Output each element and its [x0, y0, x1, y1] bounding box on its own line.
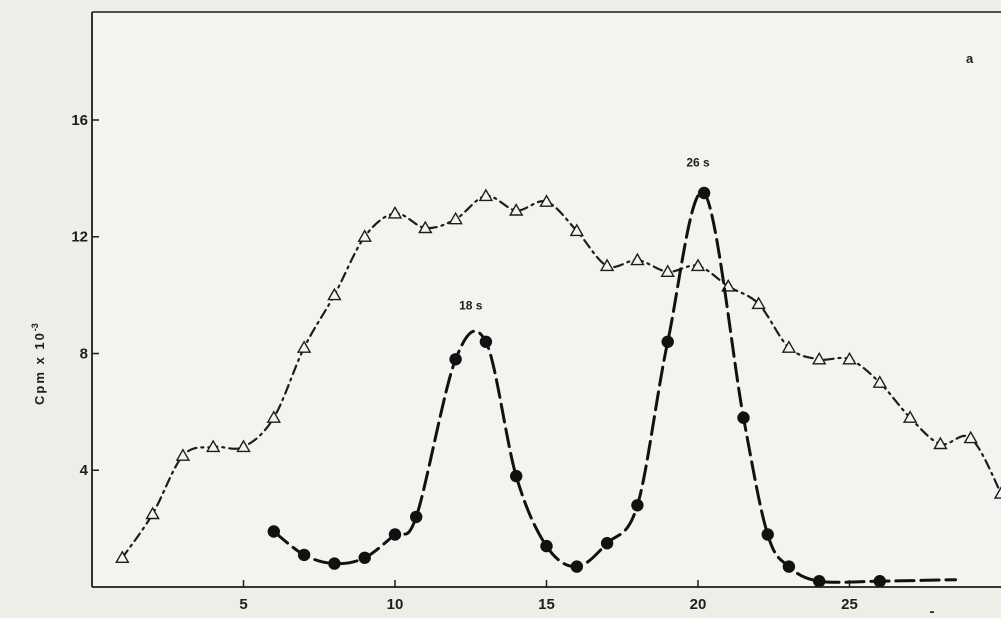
y-axis-title-text: Cpm x 10 [32, 331, 47, 405]
series-1-triangle-point [145, 506, 160, 520]
series-1-triangle-point [811, 351, 827, 365]
series-2-circle-point [510, 469, 523, 483]
series-1-triangle-point [387, 205, 403, 219]
series-1-triangle-point [933, 436, 948, 450]
y-tick-label: 4 [80, 462, 89, 479]
series-2-circle-point [873, 575, 886, 588]
series-2-circle-point [267, 525, 280, 538]
plot-area [92, 12, 1001, 587]
series-1-triangle-point [327, 287, 342, 301]
peak-annotation: 18 s [459, 299, 483, 313]
series-2-circle-point [697, 186, 711, 200]
y-axis-title: Cpm x 10-3 [30, 323, 47, 405]
peak-annotation: 26 s [686, 156, 710, 170]
series-2 [267, 186, 957, 588]
series-1 [115, 188, 1001, 563]
series-1-triangle-point [296, 340, 312, 353]
series-2-circle-point [358, 551, 371, 564]
plot-layer [115, 186, 1001, 588]
series-2-circle-point [761, 528, 774, 541]
series-2-circle-point [570, 560, 583, 573]
series-2-circle-point [540, 539, 553, 553]
series-1-triangle-point [993, 486, 1001, 499]
series-2-circle-point [631, 499, 644, 512]
y-tick-label: 16 [71, 112, 88, 129]
series-2-circle-point [410, 510, 423, 524]
series-1-triangle-point [266, 410, 282, 423]
series-1-triangle-point [448, 211, 463, 225]
series-1-triangle-point [690, 258, 706, 272]
series-1-triangle-point [205, 439, 221, 453]
y-axis-title-exponent: -3 [30, 323, 40, 331]
x-tick-label: 5 [239, 596, 247, 613]
x-tick-label: 20 [690, 596, 707, 613]
series-1-triangle-point [418, 220, 433, 234]
series-1-triangle-point [781, 340, 797, 353]
series-1-triangle-point [236, 439, 251, 453]
series-2-circle-point [449, 353, 462, 366]
y-tick-label: 12 [71, 229, 88, 246]
series-1-triangle-point [175, 448, 191, 461]
series-1-triangle-point [963, 430, 978, 444]
series-1-triangle-point [115, 550, 130, 563]
stray-mark: - [930, 603, 935, 618]
panel-label: a [966, 51, 974, 66]
series-2-circle-point [297, 548, 311, 562]
series-1-triangle-point [872, 375, 888, 388]
series-1-triangle-point [842, 351, 857, 365]
series-1-triangle-point [569, 223, 585, 237]
series-1-triangle-point [508, 203, 524, 216]
series-2-circle-point [661, 335, 674, 348]
x-tick-label: 25 [841, 596, 858, 613]
series-1-triangle-point [630, 252, 645, 266]
series-1-triangle-point [902, 410, 918, 423]
series-2-circle-point [328, 557, 341, 570]
series-1-triangle-point [599, 258, 615, 272]
series-1-triangle-point [357, 229, 372, 242]
x-tick-label: 15 [538, 596, 555, 613]
tick-layer: 5 10 15 20 25 4 8 12 16 18 s 26 s [71, 112, 858, 613]
series-2-circle-point [782, 560, 796, 573]
series-2-circle-point [813, 575, 826, 588]
series-2-circle-point [600, 537, 614, 550]
series-1-triangle-point [478, 188, 494, 202]
series-2-circle-point [737, 411, 750, 424]
x-tick-label: 10 [387, 596, 404, 613]
series-1-triangle-point [539, 194, 554, 207]
y-tick-label: 8 [80, 345, 88, 362]
series-1-triangle-point [751, 296, 766, 310]
series-2-circle-point [479, 335, 493, 348]
series-2-circle-point [388, 528, 402, 541]
series-1-triangle-point [660, 264, 675, 277]
